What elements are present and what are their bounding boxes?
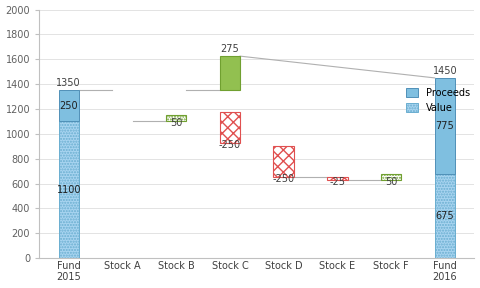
Text: 675: 675	[435, 211, 454, 221]
Text: 775: 775	[435, 121, 454, 131]
Text: -250: -250	[273, 174, 295, 184]
Bar	[274, 146, 294, 177]
Text: 1100: 1100	[57, 185, 81, 195]
Text: 1350: 1350	[57, 78, 81, 88]
Bar	[381, 174, 401, 180]
Text: 50: 50	[385, 177, 397, 187]
Text: 275: 275	[221, 44, 240, 54]
Text: 50: 50	[170, 118, 182, 128]
Bar	[435, 78, 455, 174]
Text: -25: -25	[329, 177, 346, 187]
Legend: Proceeds, Value: Proceeds, Value	[403, 84, 474, 117]
Text: 1450: 1450	[432, 66, 457, 76]
Bar	[327, 177, 348, 180]
Bar	[435, 174, 455, 258]
Bar	[220, 56, 240, 90]
Bar	[166, 115, 186, 121]
Text: 250: 250	[60, 101, 78, 111]
Bar	[59, 90, 79, 121]
Bar	[220, 112, 240, 143]
Bar	[59, 121, 79, 258]
Text: -250: -250	[219, 140, 241, 150]
